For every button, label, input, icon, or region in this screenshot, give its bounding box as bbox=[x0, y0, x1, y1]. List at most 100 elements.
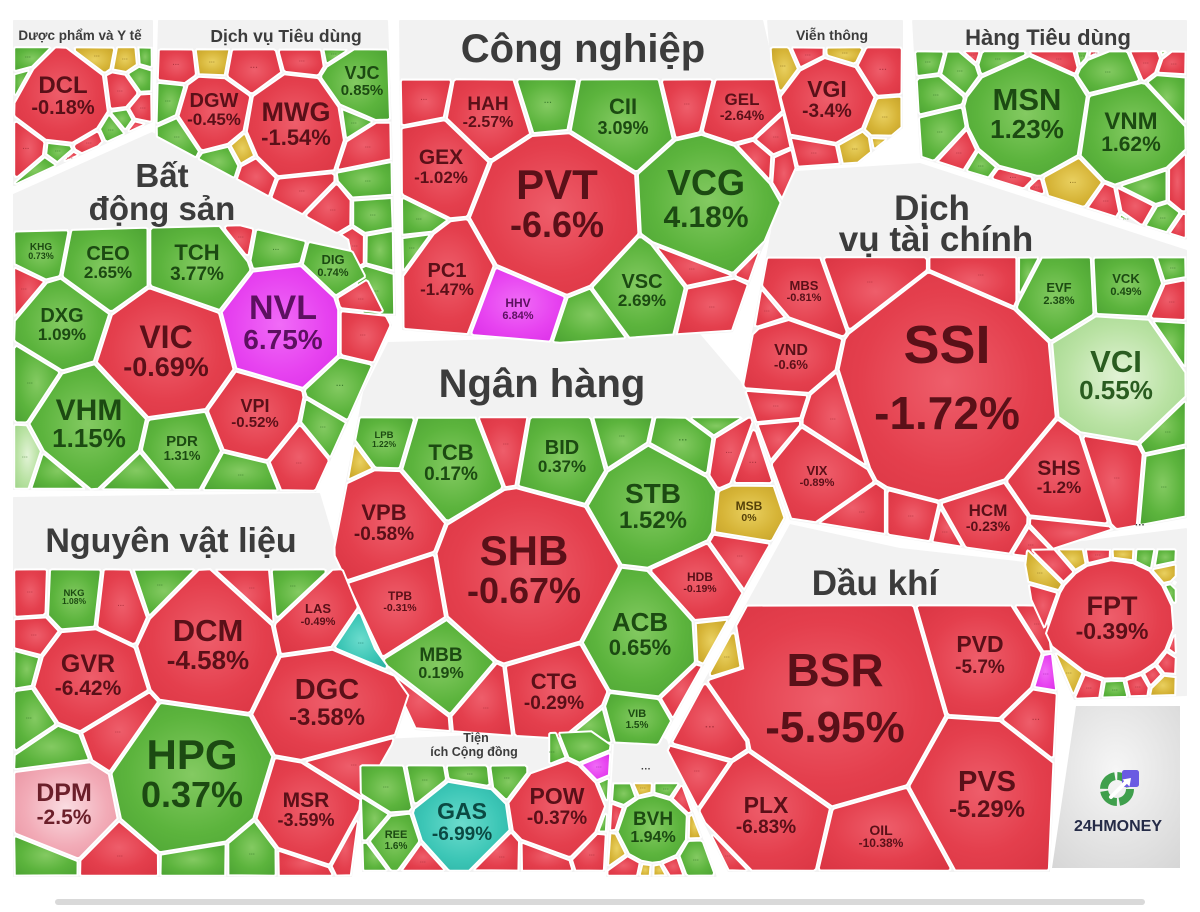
svg-text:···: ··· bbox=[1032, 715, 1040, 724]
svg-text:VSC: VSC bbox=[621, 271, 662, 293]
svg-text:1.5%: 1.5% bbox=[626, 720, 649, 731]
svg-text:0.73%: 0.73% bbox=[28, 251, 54, 261]
svg-text:···: ··· bbox=[663, 787, 669, 793]
svg-text:···: ··· bbox=[1112, 688, 1118, 694]
svg-text:···: ··· bbox=[55, 149, 61, 155]
svg-text:···: ··· bbox=[249, 586, 255, 592]
svg-text:···: ··· bbox=[299, 59, 305, 65]
svg-text:-0.81%: -0.81% bbox=[787, 292, 822, 304]
svg-text:-3.58%: -3.58% bbox=[289, 704, 365, 731]
svg-text:6.84%: 6.84% bbox=[502, 310, 533, 322]
svg-text:···: ··· bbox=[1070, 180, 1077, 187]
svg-text:-0.89%: -0.89% bbox=[800, 477, 835, 489]
svg-text:···: ··· bbox=[1056, 57, 1062, 63]
svg-text:···: ··· bbox=[27, 590, 33, 596]
svg-text:-2.64%: -2.64% bbox=[720, 107, 765, 123]
svg-text:VIC: VIC bbox=[139, 319, 192, 355]
svg-text:-6.83%: -6.83% bbox=[736, 817, 796, 838]
svg-text:···: ··· bbox=[684, 102, 690, 108]
svg-text:···: ··· bbox=[351, 121, 357, 127]
svg-text:···: ··· bbox=[165, 99, 171, 105]
svg-text:GEL: GEL bbox=[725, 90, 760, 109]
svg-text:···: ··· bbox=[978, 273, 984, 279]
svg-text:1.22%: 1.22% bbox=[372, 439, 397, 449]
svg-text:···: ··· bbox=[549, 750, 555, 756]
svg-text:···: ··· bbox=[859, 510, 865, 516]
svg-text:···: ··· bbox=[1034, 185, 1040, 191]
svg-text:···: ··· bbox=[811, 151, 817, 157]
svg-text:-0.18%: -0.18% bbox=[31, 97, 95, 119]
svg-text:···: ··· bbox=[358, 641, 364, 647]
svg-text:-5.29%: -5.29% bbox=[949, 796, 1025, 823]
svg-text:-0.39%: -0.39% bbox=[1076, 618, 1149, 644]
svg-text:···: ··· bbox=[25, 55, 31, 61]
svg-text:Viễn thông: Viễn thông bbox=[796, 27, 868, 43]
svg-text:-0.58%: -0.58% bbox=[354, 524, 414, 545]
svg-text:-1.47%: -1.47% bbox=[420, 280, 474, 299]
svg-text:···: ··· bbox=[238, 473, 244, 479]
svg-text:DPM: DPM bbox=[36, 779, 92, 807]
svg-text:-1.02%: -1.02% bbox=[414, 168, 468, 187]
svg-text:POW: POW bbox=[530, 783, 585, 809]
svg-text:0.17%: 0.17% bbox=[424, 464, 478, 485]
svg-text:···: ··· bbox=[978, 164, 984, 170]
svg-text:STB: STB bbox=[625, 478, 681, 509]
svg-text:···: ··· bbox=[299, 189, 305, 195]
svg-text:4.18%: 4.18% bbox=[663, 201, 748, 234]
svg-text:3.77%: 3.77% bbox=[170, 264, 224, 285]
svg-text:···: ··· bbox=[320, 425, 326, 431]
svg-text:···: ··· bbox=[21, 287, 27, 293]
svg-text:GVR: GVR bbox=[61, 650, 115, 678]
svg-text:LPB: LPB bbox=[375, 430, 394, 441]
svg-text:-0.45%: -0.45% bbox=[187, 110, 241, 129]
svg-text:-0.67%: -0.67% bbox=[467, 570, 581, 611]
svg-text:2.38%: 2.38% bbox=[1043, 295, 1074, 307]
svg-text:···: ··· bbox=[499, 855, 505, 861]
svg-text:-1.2%: -1.2% bbox=[1037, 478, 1081, 497]
svg-text:···: ··· bbox=[1161, 485, 1167, 491]
svg-text:···: ··· bbox=[467, 772, 473, 778]
svg-text:Hàng Tiêu dùng: Hàng Tiêu dùng bbox=[965, 25, 1131, 50]
svg-text:···: ··· bbox=[1169, 300, 1175, 306]
svg-text:VIB: VIB bbox=[628, 708, 646, 720]
svg-text:BVH: BVH bbox=[633, 809, 673, 830]
svg-text:-5.95%: -5.95% bbox=[765, 703, 904, 752]
svg-text:···: ··· bbox=[351, 763, 357, 769]
svg-text:DGC: DGC bbox=[295, 674, 360, 706]
svg-text:LAS: LAS bbox=[305, 601, 331, 616]
svg-text:···: ··· bbox=[336, 381, 344, 390]
svg-text:-1.54%: -1.54% bbox=[261, 125, 331, 150]
svg-text:động sản: động sản bbox=[89, 190, 236, 227]
svg-text:···: ··· bbox=[830, 417, 836, 423]
svg-text:···: ··· bbox=[726, 450, 733, 457]
svg-text:···: ··· bbox=[352, 244, 358, 250]
svg-text:GEX: GEX bbox=[419, 146, 463, 169]
svg-text:VJC: VJC bbox=[344, 63, 379, 83]
svg-text:VHM: VHM bbox=[56, 394, 123, 427]
svg-text:ích Cộng đồng: ích Cộng đồng bbox=[430, 745, 517, 759]
svg-text:···: ··· bbox=[589, 853, 595, 859]
svg-text:···: ··· bbox=[360, 333, 366, 339]
svg-text:-6.99%: -6.99% bbox=[432, 824, 492, 845]
svg-text:···: ··· bbox=[1114, 476, 1120, 482]
svg-text:···: ··· bbox=[679, 435, 688, 445]
svg-text:···: ··· bbox=[31, 633, 37, 639]
svg-text:···: ··· bbox=[1079, 54, 1085, 60]
svg-text:···: ··· bbox=[957, 69, 963, 75]
svg-text:···: ··· bbox=[908, 514, 914, 520]
svg-text:···: ··· bbox=[249, 852, 255, 858]
svg-text:PLX: PLX bbox=[744, 792, 789, 818]
svg-text:-6.42%: -6.42% bbox=[55, 677, 122, 700]
svg-text:···: ··· bbox=[1037, 571, 1043, 577]
svg-text:···: ··· bbox=[421, 97, 428, 104]
svg-text:Công nghiệp: Công nghiệp bbox=[461, 27, 705, 71]
svg-text:-0.23%: -0.23% bbox=[966, 518, 1011, 534]
svg-text:···: ··· bbox=[365, 145, 371, 151]
svg-text:···: ··· bbox=[108, 128, 114, 134]
svg-text:1.31%: 1.31% bbox=[164, 448, 201, 463]
svg-text:···: ··· bbox=[290, 584, 296, 590]
svg-text:···: ··· bbox=[689, 267, 695, 273]
svg-text:0.19%: 0.19% bbox=[418, 665, 463, 682]
svg-text:···: ··· bbox=[780, 64, 786, 70]
svg-text:-0.29%: -0.29% bbox=[524, 693, 584, 714]
